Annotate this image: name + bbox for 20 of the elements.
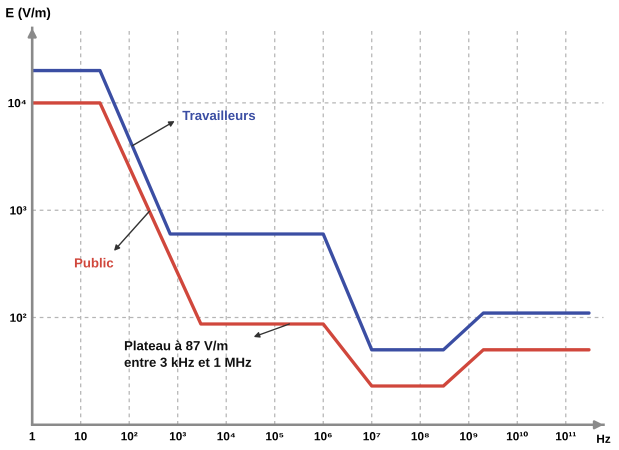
x-tick-label: 10¹⁰ — [506, 432, 528, 440]
x-axis-title: Hz — [597, 434, 610, 443]
x-tick-label: 10 — [74, 432, 87, 440]
x-tick-label: 10⁷ — [363, 432, 380, 440]
y-axis-title: E (V/m) — [6, 8, 50, 20]
y-tick-label: 10⁴ — [8, 98, 26, 108]
text: Public — [74, 258, 114, 268]
x-tick-label: 10² — [121, 432, 138, 440]
y-tick-label: 10³ — [10, 206, 26, 215]
text: Travailleurs — [182, 110, 256, 120]
x-tick-label: 10³ — [170, 432, 186, 440]
x-tick-label: 10⁴ — [217, 432, 236, 440]
y-tick-label: 10² — [10, 314, 26, 322]
annotation: Plateau à 87 V/m entre 3 kHz et 1 MHz — [124, 340, 252, 367]
x-tick-label: 10⁹ — [460, 432, 478, 440]
x-tick-label: 10⁵ — [266, 432, 284, 440]
x-tick-label: 10⁶ — [314, 432, 332, 440]
x-tick-label: 10¹¹ — [556, 432, 576, 440]
x-tick-label: 1 — [30, 432, 36, 440]
x-tick-label: 10⁸ — [412, 432, 429, 440]
